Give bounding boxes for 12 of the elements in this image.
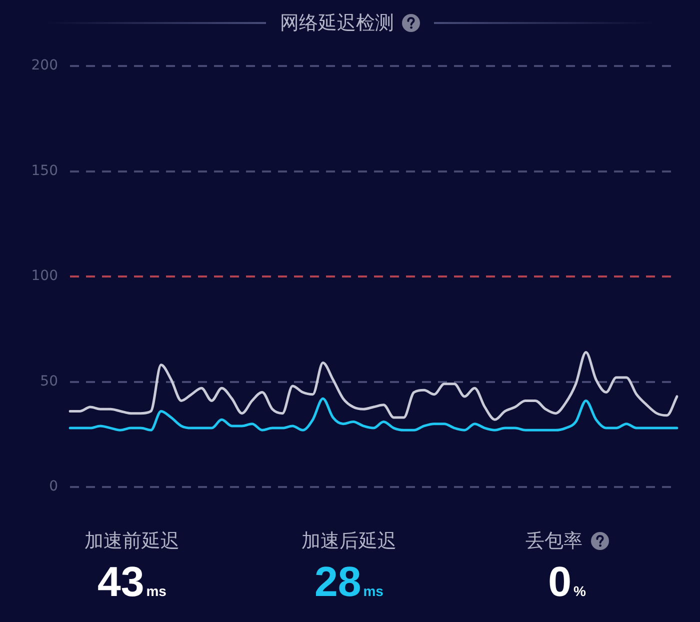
y-tick-label: 0 xyxy=(49,478,58,495)
text: 丢包率 xyxy=(526,529,582,554)
line-series xyxy=(68,397,678,432)
y-tick-label: 100 xyxy=(31,268,58,284)
text: 0% xyxy=(548,558,586,605)
y-tick-label: 200 xyxy=(31,58,58,74)
chart-title: 网络延迟检测 xyxy=(280,11,394,36)
y-tick-label: 150 xyxy=(31,162,58,179)
text: 加速后延迟 xyxy=(302,529,396,554)
y-tick-label: 50 xyxy=(40,373,58,390)
line-series xyxy=(68,351,678,421)
text: 加速前延迟 xyxy=(84,529,180,554)
